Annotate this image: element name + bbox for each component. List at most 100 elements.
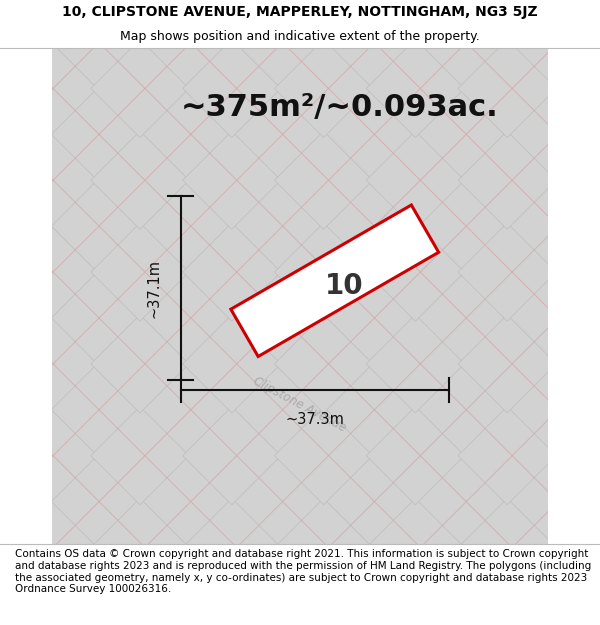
Polygon shape <box>0 498 97 597</box>
Text: Contains OS data © Crown copyright and database right 2021. This information is : Contains OS data © Crown copyright and d… <box>15 549 591 594</box>
Text: 10, CLIPSTONE AVENUE, MAPPERLEY, NOTTINGHAM, NG3 5JZ: 10, CLIPSTONE AVENUE, MAPPERLEY, NOTTING… <box>62 6 538 19</box>
Polygon shape <box>182 131 281 229</box>
Polygon shape <box>320 85 419 184</box>
Polygon shape <box>45 177 143 275</box>
Polygon shape <box>182 315 281 413</box>
Polygon shape <box>45 0 143 92</box>
Polygon shape <box>229 544 327 625</box>
Polygon shape <box>504 269 600 367</box>
Polygon shape <box>550 223 600 321</box>
Text: 10: 10 <box>325 272 364 300</box>
Polygon shape <box>320 452 419 551</box>
Text: Clipstone Avenue: Clipstone Avenue <box>251 375 349 435</box>
Polygon shape <box>504 361 600 459</box>
Polygon shape <box>91 39 189 138</box>
Polygon shape <box>458 315 556 413</box>
Polygon shape <box>0 269 52 367</box>
Polygon shape <box>229 361 327 459</box>
Polygon shape <box>137 269 235 367</box>
Polygon shape <box>550 39 600 138</box>
Polygon shape <box>366 39 464 138</box>
Polygon shape <box>320 269 419 367</box>
Polygon shape <box>0 177 52 275</box>
Polygon shape <box>458 131 556 229</box>
Polygon shape <box>458 223 556 321</box>
Polygon shape <box>229 0 327 92</box>
Polygon shape <box>0 131 97 229</box>
Polygon shape <box>366 0 464 46</box>
Polygon shape <box>550 406 600 505</box>
Polygon shape <box>137 544 235 625</box>
Polygon shape <box>137 177 235 275</box>
Polygon shape <box>45 85 143 184</box>
Polygon shape <box>366 498 464 597</box>
Polygon shape <box>229 177 327 275</box>
Polygon shape <box>45 361 143 459</box>
Polygon shape <box>0 361 52 459</box>
Polygon shape <box>458 498 556 597</box>
Polygon shape <box>0 0 52 92</box>
Polygon shape <box>229 85 327 184</box>
Polygon shape <box>504 544 600 625</box>
Text: Map shows position and indicative extent of the property.: Map shows position and indicative extent… <box>120 29 480 42</box>
Polygon shape <box>412 544 511 625</box>
Polygon shape <box>458 406 556 505</box>
Polygon shape <box>91 406 189 505</box>
Polygon shape <box>366 315 464 413</box>
Polygon shape <box>45 452 143 551</box>
Polygon shape <box>137 85 235 184</box>
Polygon shape <box>274 406 373 505</box>
Polygon shape <box>231 205 439 356</box>
Polygon shape <box>274 39 373 138</box>
Polygon shape <box>274 498 373 597</box>
Polygon shape <box>0 0 97 46</box>
Polygon shape <box>91 223 189 321</box>
Polygon shape <box>0 85 52 184</box>
Polygon shape <box>0 544 52 625</box>
Polygon shape <box>274 0 373 46</box>
Polygon shape <box>182 223 281 321</box>
Polygon shape <box>274 131 373 229</box>
Polygon shape <box>504 452 600 551</box>
Polygon shape <box>412 269 511 367</box>
Polygon shape <box>229 269 327 367</box>
Polygon shape <box>45 269 143 367</box>
Text: ~375m²/~0.093ac.: ~375m²/~0.093ac. <box>181 92 499 121</box>
Polygon shape <box>412 0 511 92</box>
Text: ~37.1m: ~37.1m <box>146 259 161 318</box>
Polygon shape <box>458 39 556 138</box>
Polygon shape <box>550 498 600 597</box>
Polygon shape <box>320 544 419 625</box>
Polygon shape <box>320 0 419 92</box>
Polygon shape <box>137 452 235 551</box>
Polygon shape <box>91 315 189 413</box>
Polygon shape <box>550 131 600 229</box>
Polygon shape <box>182 0 281 46</box>
Polygon shape <box>182 498 281 597</box>
Polygon shape <box>550 0 600 46</box>
Polygon shape <box>137 361 235 459</box>
Polygon shape <box>412 85 511 184</box>
Polygon shape <box>504 0 600 92</box>
Polygon shape <box>412 452 511 551</box>
Polygon shape <box>320 177 419 275</box>
Polygon shape <box>458 0 556 46</box>
Polygon shape <box>412 177 511 275</box>
Polygon shape <box>137 0 235 92</box>
Polygon shape <box>229 452 327 551</box>
Polygon shape <box>320 361 419 459</box>
Polygon shape <box>412 361 511 459</box>
Polygon shape <box>366 131 464 229</box>
Polygon shape <box>366 223 464 321</box>
Polygon shape <box>0 223 97 321</box>
Polygon shape <box>91 498 189 597</box>
Polygon shape <box>274 223 373 321</box>
Text: ~37.3m: ~37.3m <box>286 412 344 428</box>
Polygon shape <box>504 177 600 275</box>
Polygon shape <box>0 315 97 413</box>
Polygon shape <box>0 39 97 138</box>
Polygon shape <box>550 315 600 413</box>
Polygon shape <box>182 39 281 138</box>
Polygon shape <box>182 406 281 505</box>
Polygon shape <box>0 406 97 505</box>
